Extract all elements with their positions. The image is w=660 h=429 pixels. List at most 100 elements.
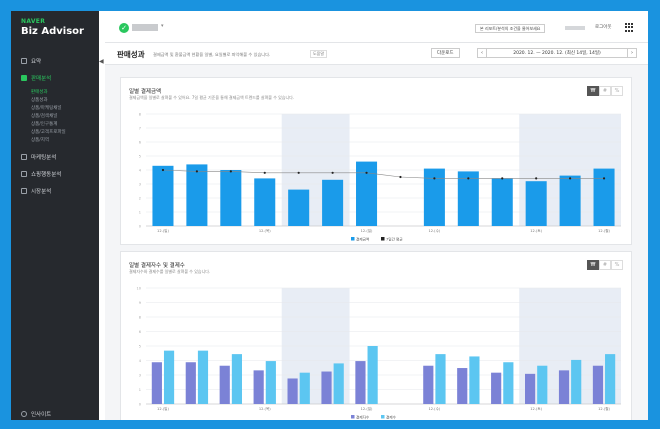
legend-swatch: [351, 237, 355, 241]
point-7일간 평균: [263, 171, 266, 174]
sidebar-subitem-product-marketing[interactable]: 상품/마케팅채널: [31, 106, 62, 111]
x-tick-label: 12.(월): [598, 406, 610, 411]
date-range-picker[interactable]: 2020. 12. — 2020. 12. (최신 14일, 14일): [487, 48, 627, 58]
marketing-icon: [21, 154, 27, 160]
sidebar-subitem-product[interactable]: 상품성과: [31, 98, 48, 103]
point-7일간 평균: [467, 177, 470, 180]
sidebar-item-label: 마케팅분석: [31, 155, 57, 161]
point-7일간 평균: [195, 170, 198, 173]
insight-icon: [21, 411, 27, 417]
point-7일간 평균: [433, 177, 436, 180]
point-7일간 평균: [161, 168, 165, 172]
bar-결제금액: [220, 170, 242, 226]
bar-결제수: [299, 372, 310, 404]
market-icon: [21, 188, 27, 194]
point-7일간 평균: [535, 177, 538, 180]
legend-swatch: [381, 237, 385, 241]
sidebar-nav: 요약 판매분석 판매성과 상품성과 상품/마케팅채널 상품/검색채널 상품/인구…: [11, 55, 99, 197]
x-tick-label: 12.(월): [598, 228, 610, 233]
bar-결제금액: [423, 168, 445, 226]
chart-panel-payer-count: 일별 결제자수 및 결제수 결제자수와 결제수를 일별로 살펴볼 수 있습니다.…: [120, 251, 632, 420]
bar-결제수: [435, 354, 446, 404]
sidebar-item-summary[interactable]: 요약: [11, 55, 99, 67]
payer-count-chart: 0 1 3 4 5 6 8 9 10 12.(일) 12.(목) 12.(일) 12.(수) 12.(토)…: [137, 287, 621, 419]
chevron-down-icon[interactable]: ▾: [161, 23, 164, 29]
sidebar-item-market[interactable]: 시장분석: [11, 185, 99, 197]
page-description: 결제금액 및 환불금액 현황을 일별, 요일별로 파악해볼 수 있습니다.: [153, 52, 271, 57]
bar-결제자수: [253, 370, 264, 404]
y-tick-label: 0: [139, 403, 141, 407]
count-view-button[interactable]: #: [599, 86, 611, 96]
legend-label: 결제금액: [356, 236, 369, 241]
count-view-button[interactable]: #: [599, 260, 611, 270]
sidebar-subitem-product-demographic[interactable]: 상품/인구통계: [31, 122, 58, 127]
x-tick-label: 12.(수): [428, 406, 440, 411]
line-7일간 평균: [162, 169, 605, 179]
brand-title: Biz Advisor: [21, 26, 84, 37]
sidebar-subitem-product-region[interactable]: 상품/지역: [31, 138, 50, 143]
bar-결제자수: [558, 370, 570, 404]
sidebar-item-label: 요약: [31, 59, 42, 65]
brand[interactable]: NAVER Biz Advisor: [11, 11, 99, 37]
user-name[interactable]: [565, 26, 585, 30]
bar-결제자수: [219, 365, 230, 404]
sidebar-item-insight[interactable]: 인사이트: [21, 410, 51, 418]
sales-icon: [21, 75, 27, 81]
panel-description: 결제자수와 결제수를 일별로 살펴볼 수 있습니다.: [129, 269, 211, 274]
bar-결제수: [367, 346, 378, 404]
y-tick-label: 3: [139, 374, 141, 378]
legend-label: 7일간 평균: [386, 236, 403, 241]
logout-button[interactable]: 로그아웃: [595, 25, 612, 30]
y-tick-label: 9: [139, 301, 141, 305]
bar-결제자수: [423, 365, 434, 404]
x-tick-label: 12.(일): [361, 228, 373, 233]
sidebar-collapse-icon[interactable]: ◀: [99, 58, 104, 65]
bar-결제금액: [186, 164, 208, 226]
y-tick-label: 7: [139, 127, 141, 131]
panel-toolbar: ₩ # %: [587, 260, 623, 270]
sidebar-item-label: 시장분석: [31, 189, 52, 195]
sidebar-subitem-sales-performance[interactable]: 판매성과: [31, 90, 48, 95]
apps-grid-icon[interactable]: [625, 23, 634, 32]
bar-결제자수: [457, 368, 468, 404]
panel-toolbar: ₩ # %: [587, 86, 623, 96]
sidebar-subitem-product-customer[interactable]: 상품/고객프로파일: [31, 130, 66, 135]
y-tick-label: 10: [137, 287, 141, 291]
sidebar-subitem-product-search[interactable]: 상품/검색채널: [31, 114, 58, 119]
percent-view-button[interactable]: %: [611, 260, 623, 270]
date-navigator: ‹ 2020. 12. — 2020. 12. (최신 14일, 14일) ›: [477, 48, 637, 58]
legend-swatch: [381, 415, 385, 419]
payment-amount-chart: 0 1 2 3 4 5 6 7 8 12.(일) 12.(목) 12.(일) 12.(수) 12.(토) 1…: [139, 113, 621, 241]
legend-swatch: [351, 415, 355, 419]
bar-결제금액: [356, 161, 378, 226]
help-tag[interactable]: 도움말: [310, 50, 328, 58]
sidebar-item-shopping-behavior[interactable]: 쇼핑행동분석: [11, 168, 99, 180]
bar-결제자수: [525, 373, 536, 404]
store-name[interactable]: [132, 24, 158, 31]
sidebar-item-marketing[interactable]: 마케팅분석: [11, 151, 99, 163]
download-button[interactable]: 다운로드: [431, 48, 460, 58]
point-7일간 평균: [569, 177, 572, 180]
x-tick-label: 12.(목): [259, 407, 271, 411]
percent-view-button[interactable]: %: [611, 86, 623, 96]
point-7일간 평균: [399, 175, 402, 179]
bar-결제수: [503, 362, 514, 404]
main-area: ✓ ▾ 본 리포트/분석의 조건을 물어보세요 로그아웃 판매성과 결제금액 및…: [105, 11, 648, 420]
y-tick-label: 4: [139, 169, 142, 173]
bar-결제수: [163, 350, 175, 404]
sidebar: NAVER Biz Advisor 요약 판매분석 판매성과 상품성과 상품/마…: [11, 11, 99, 420]
bar-결제자수: [592, 365, 604, 404]
y-tick-label: 1: [139, 211, 141, 215]
bar-결제자수: [355, 361, 366, 404]
y-tick-label: 0: [139, 225, 141, 229]
next-period-button[interactable]: ›: [627, 48, 637, 58]
prev-period-button[interactable]: ‹: [477, 48, 487, 58]
amount-view-button[interactable]: ₩: [587, 260, 599, 270]
bar-결제수: [537, 365, 548, 404]
amount-view-button[interactable]: ₩: [587, 86, 599, 96]
sidebar-item-sales[interactable]: 판매분석: [11, 72, 99, 84]
point-7일간 평균: [297, 171, 300, 174]
report-inquiry-button[interactable]: 본 리포트/분석의 조건을 물어보세요: [475, 24, 546, 33]
bar-결제수: [333, 363, 344, 404]
bar-결제금액: [288, 189, 310, 226]
